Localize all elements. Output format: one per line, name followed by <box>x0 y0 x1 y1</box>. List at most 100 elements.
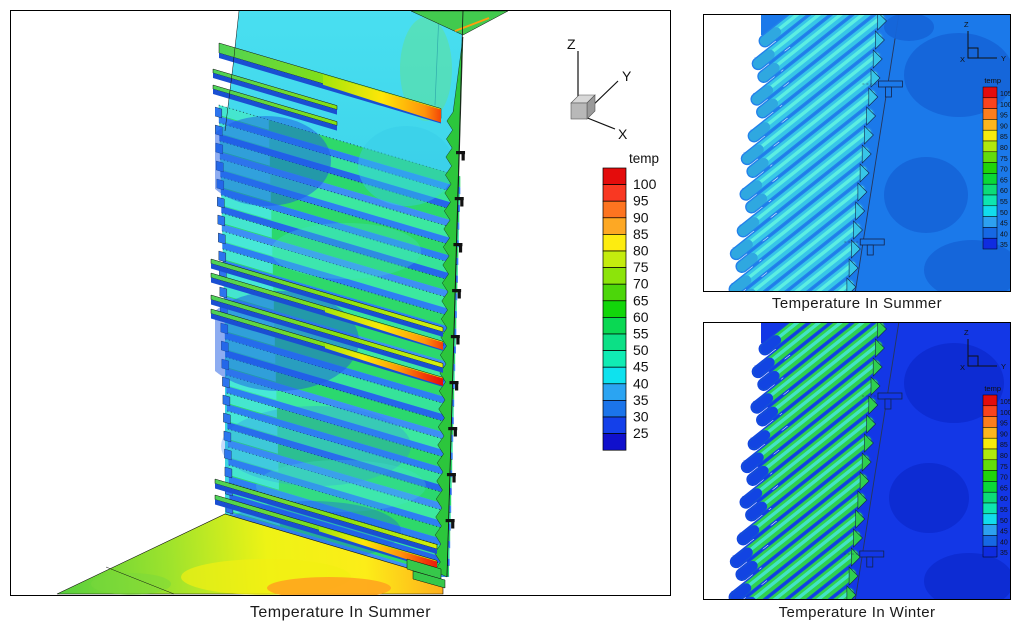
legend-main-swatch <box>602 184 627 202</box>
legend-small-tick: 100 <box>1000 410 1010 417</box>
mount-bracket <box>859 238 885 246</box>
legend-main-tick: 95 <box>633 193 649 209</box>
legend-main-swatch <box>602 383 627 401</box>
legend-small-swatch <box>982 491 998 504</box>
legend-main-swatch <box>602 366 627 385</box>
axis-z-label: Z <box>964 20 969 29</box>
legend-main-tick: 50 <box>633 342 649 358</box>
legend-main-tick: 100 <box>633 176 657 192</box>
legend-small-tick: 85 <box>1000 134 1008 141</box>
mount-bracket <box>446 473 456 477</box>
legend-small-swatch <box>982 524 998 536</box>
legend-small-swatch <box>982 194 998 207</box>
axis-z-label: Z <box>964 328 969 337</box>
main-caption: Temperature In Summer <box>250 604 431 621</box>
legend-small-tick: 55 <box>1000 199 1008 206</box>
legend-small-tick: 45 <box>1000 221 1008 228</box>
legend-small-swatch <box>982 545 998 558</box>
summer-section-caption: Temperature In Summer <box>771 295 943 312</box>
legend-small-swatch <box>982 129 998 142</box>
legend-small-tick: 60 <box>1000 496 1008 503</box>
legend-small-tick: 80 <box>1000 453 1008 460</box>
legend-main-tick: 40 <box>633 375 649 391</box>
legend-main-tick: 55 <box>633 326 649 342</box>
legend-small-tick: 75 <box>1000 464 1008 471</box>
mount-bracket <box>454 197 464 201</box>
legend-small-tick: 75 <box>1000 156 1008 163</box>
legend-small-swatch <box>982 437 998 450</box>
legend-small-swatch <box>982 502 998 515</box>
mount-bracket <box>449 381 459 385</box>
mount-bracket <box>877 392 903 400</box>
legend-small-swatch <box>982 427 998 439</box>
legend-small-swatch <box>982 459 998 471</box>
axis-z-label: Z <box>567 36 576 52</box>
legend-small-tick: 95 <box>1000 421 1008 428</box>
legend-main-swatch <box>602 217 627 235</box>
axis-x-label: X <box>618 126 628 142</box>
legend-main-tick: 90 <box>633 209 649 225</box>
legend-main-tick: 70 <box>633 276 649 292</box>
legend-main-swatch <box>602 433 627 451</box>
mount-bracket <box>859 550 885 558</box>
legend-small-tick: 65 <box>1000 485 1008 492</box>
legend-small-tick: 55 <box>1000 507 1008 514</box>
legend-small-title: temp <box>984 76 1001 85</box>
legend-main-swatch <box>602 267 627 285</box>
legend-small-swatch <box>982 470 998 482</box>
legend-small-swatch <box>982 162 998 174</box>
legend-small-tick: 40 <box>1000 539 1008 546</box>
legend-small-swatch <box>982 405 998 417</box>
legend-small-tick: 40 <box>1000 231 1008 238</box>
legend-small-swatch <box>982 205 998 217</box>
legend-main-swatch <box>602 250 627 268</box>
legend-small-swatch <box>982 216 998 228</box>
legend-main-swatch <box>602 167 627 185</box>
legend-small-tick: 100 <box>1000 102 1010 109</box>
legend-small-swatch <box>982 227 998 239</box>
legend-main-swatch <box>602 400 627 418</box>
legend-small-swatch <box>982 108 998 120</box>
axis-y-label: Y <box>1001 362 1006 371</box>
legend-main-swatch <box>602 234 627 252</box>
mount-bracket <box>878 80 903 88</box>
legend-small-swatch <box>982 237 998 250</box>
legend-small-tick: 90 <box>1000 431 1008 438</box>
axis-indicator-2d: Z Y X <box>960 20 1006 64</box>
mount-bracket <box>448 427 458 431</box>
axis-x-label: X <box>960 363 965 372</box>
legend-small-swatch <box>982 183 998 196</box>
legend-small-tick: 35 <box>1000 242 1008 249</box>
mount-bracket <box>456 151 466 155</box>
legend-main-swatch <box>602 300 627 318</box>
legend-main-swatch <box>602 350 627 368</box>
legend-small-swatch <box>982 481 998 493</box>
legend-small-swatch <box>982 140 998 153</box>
legend-small-tick: 50 <box>1000 518 1008 525</box>
legend-small-tick: 105 <box>1000 91 1010 98</box>
axis-y-label: Y <box>1001 54 1006 63</box>
legend-main-swatch <box>602 200 627 219</box>
axis-indicator-2d: Z Y X <box>960 328 1006 372</box>
legend-main-swatch <box>602 333 627 351</box>
legend-main-tick: 80 <box>633 243 649 259</box>
legend-small-tick: 95 <box>1000 113 1008 120</box>
legend-main-tick: 35 <box>633 392 649 408</box>
legend-small: temp 105 100 95 90 85 80 75 70 65 60 55 50 45 40 35 <box>982 384 1010 558</box>
legend-main-tick: 25 <box>633 425 649 441</box>
legend-small-swatch <box>982 448 998 461</box>
axis-x-label: X <box>960 55 965 64</box>
legend-main-tick: 30 <box>633 409 649 425</box>
mount-bracket <box>452 289 462 293</box>
winter-section-caption: Temperature In Winter <box>778 604 936 621</box>
legend-main-tick: 65 <box>633 292 649 308</box>
legend-small-swatch <box>982 97 998 109</box>
mount-bracket <box>450 335 460 339</box>
legend-main-tick: 85 <box>633 226 649 242</box>
